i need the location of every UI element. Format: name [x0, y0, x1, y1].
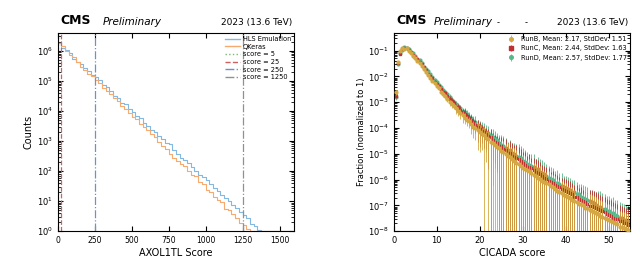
Y-axis label: Counts: Counts — [24, 115, 34, 149]
Text: CMS: CMS — [60, 14, 90, 27]
Text: 2023 (13.6 TeV): 2023 (13.6 TeV) — [557, 18, 628, 27]
X-axis label: AXOL1TL Score: AXOL1TL Score — [139, 248, 212, 258]
Legend: HLS Emulation, QKeras, score = 5, score = 25, score = 250, score = 1250: HLS Emulation, QKeras, score = 5, score … — [225, 36, 291, 80]
Text: CMS: CMS — [396, 14, 427, 27]
Text: -: - — [525, 18, 528, 27]
Y-axis label: Fraction (normalized to 1): Fraction (normalized to 1) — [357, 78, 366, 186]
Legend: RunB, Mean: 2.17, StdDev: 1.51, RunC, Mean: 2.44, StdDev: 1.63, RunD, Mean: 2.57: RunB, Mean: 2.17, StdDev: 1.51, RunC, Me… — [504, 36, 627, 61]
Text: Preliminary: Preliminary — [102, 17, 161, 27]
X-axis label: CICADA score: CICADA score — [479, 248, 545, 258]
Text: 2023 (13.6 TeV): 2023 (13.6 TeV) — [221, 18, 292, 27]
Text: -: - — [497, 18, 499, 27]
Text: Preliminary: Preliminary — [434, 17, 493, 27]
